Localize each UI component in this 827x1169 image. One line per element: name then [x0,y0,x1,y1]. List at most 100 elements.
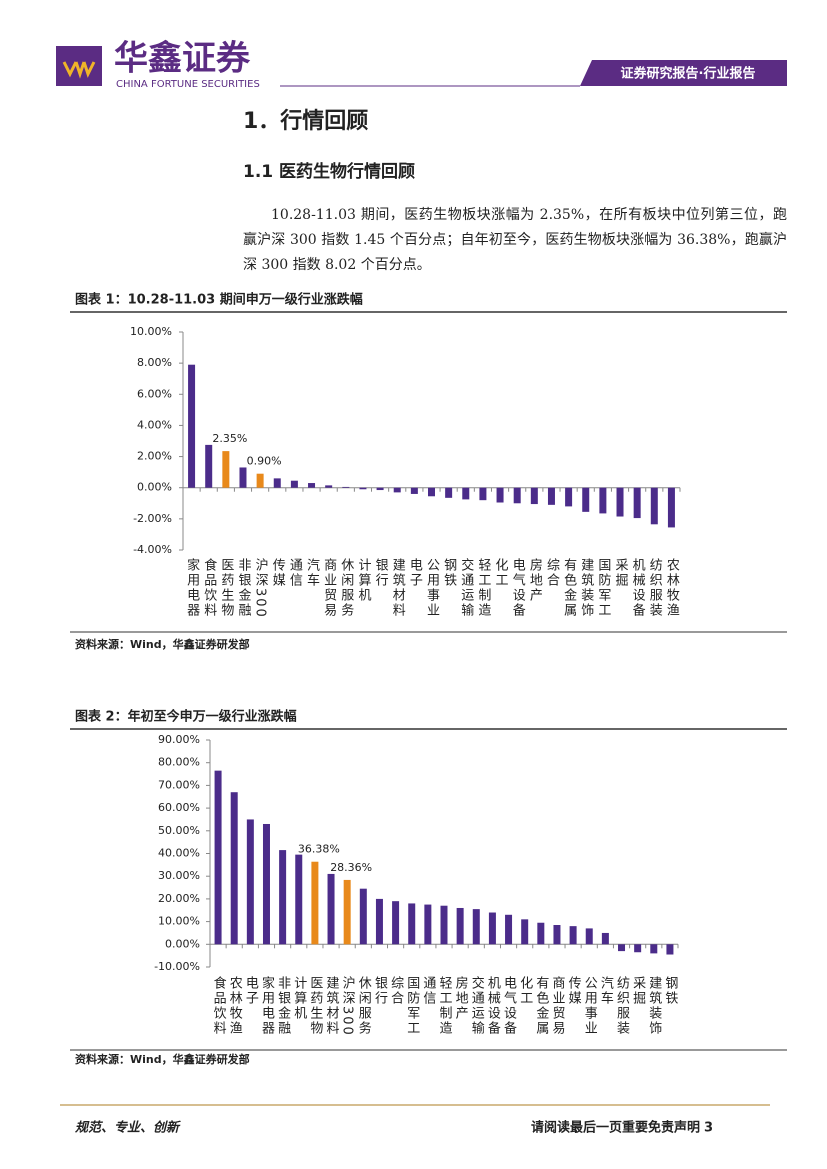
x-tick-label: 休闲服务 [356,976,372,1036]
x-tick-label: 化工 [493,558,509,588]
bar [408,903,416,945]
bar [359,487,367,490]
x-tick-label: 电子 [243,976,259,1006]
bar [205,444,213,488]
x-tick-label: 电子 [407,558,423,588]
x-tick-label: 化工 [517,976,533,1006]
bar [246,819,254,945]
y-tick-label: -4.00% [133,543,172,556]
report-type: 证券研究报告·行业报告 [621,66,756,82]
y-tick-label: 90.00% [158,733,200,746]
x-tick-label: 计算机 [291,976,307,1021]
data-label: 0.90% [247,455,282,468]
bar [616,487,624,517]
x-tick-label: 纺织服装 [614,976,630,1036]
x-tick-label: 银行 [373,558,389,588]
y-tick-label: 0.00% [137,481,172,494]
x-tick-label: 公用事业 [424,558,440,618]
y-tick-label: 0.00% [165,937,200,950]
x-tick-label: 公用事业 [582,976,598,1036]
data-label: 2.35% [212,432,247,445]
bar [521,919,529,945]
x-tick-label: 商业贸易 [321,558,337,618]
bar [585,928,593,945]
x-tick-label: 沪深300 [340,975,356,1036]
bar [393,487,401,493]
bar [230,792,238,945]
bar [530,487,538,505]
x-tick-label: 电气设备 [510,558,526,618]
x-tick-label: 房地产 [453,975,469,1021]
bar [376,487,384,491]
x-tick-label: 综合 [544,558,560,588]
bar [618,944,626,952]
x-tick-label: 汽车 [304,558,320,588]
x-tick-label: 交通运输 [458,557,474,618]
bar [599,487,607,514]
chart-source: 资料来源：Wind，华鑫证券研发部 [75,637,250,651]
bar [667,487,675,528]
x-tick-label: 银行 [372,976,388,1006]
x-tick-label: 机械设备 [630,558,646,618]
x-tick-label: 传媒 [270,558,286,588]
x-tick-label: 家用电器 [259,975,275,1036]
y-tick-label: 70.00% [158,778,200,791]
y-tick-label: -10.00% [154,960,200,973]
x-tick-label: 传媒 [566,976,582,1006]
bar [601,932,609,945]
bar [188,364,196,488]
y-tick-label: 10.00% [130,325,172,338]
logo: 华鑫证券 [114,39,251,79]
header-banner [580,60,787,86]
bar [582,487,590,512]
bar [239,467,247,488]
data-label: 36.38% [298,843,340,856]
bar [214,770,222,945]
chart-source: 资料来源：Wind，华鑫证券研发部 [75,1052,250,1066]
y-tick-label: 30.00% [158,869,200,882]
x-tick-label: 计算机 [355,558,371,603]
y-tick-label: 6.00% [137,387,172,400]
x-tick-label: 农林牧渔 [664,558,680,618]
y-tick-label: 60.00% [158,801,200,814]
x-tick-label: 钢铁 [441,558,457,588]
bar [440,905,448,945]
bar [488,912,496,945]
x-tick-label: 建筑材料 [390,558,406,618]
bar [279,850,287,945]
y-tick-label: 2.00% [137,450,172,463]
x-tick-label: 机械设备 [485,976,501,1036]
x-tick-label: 休闲服务 [338,558,354,618]
bar [634,944,642,953]
x-tick-label: 交通运输 [469,975,485,1036]
bar [513,487,521,504]
x-tick-label: 通信 [420,976,436,1006]
subsection-title: 1.1 医药生物行情回顾 [243,161,415,182]
bar [375,898,383,945]
bar [462,487,470,500]
bar [256,473,264,488]
bar [650,487,658,525]
bar [222,451,230,488]
y-tick-label: 80.00% [158,756,200,769]
bar [633,487,641,519]
bar [505,914,513,945]
bar [565,487,573,507]
chart-title: 图表 1：10.28-11.03 期间申万一级行业涨跌幅 [75,292,363,308]
x-tick-label: 有色金属 [561,558,577,618]
bar [311,861,319,945]
bar [325,485,333,488]
x-tick-label: 非银金融 [275,976,291,1036]
x-tick-label: 农林牧渔 [227,976,243,1036]
bar [295,854,303,945]
bar [537,922,545,945]
x-tick-label: 国防军工 [595,558,611,618]
bar [428,487,435,497]
x-tick-label: 钢铁 [662,976,678,1006]
x-tick-label: 食品饮料 [201,557,217,618]
y-tick-label: 40.00% [158,847,200,860]
bar [666,944,674,955]
bar [308,483,316,488]
